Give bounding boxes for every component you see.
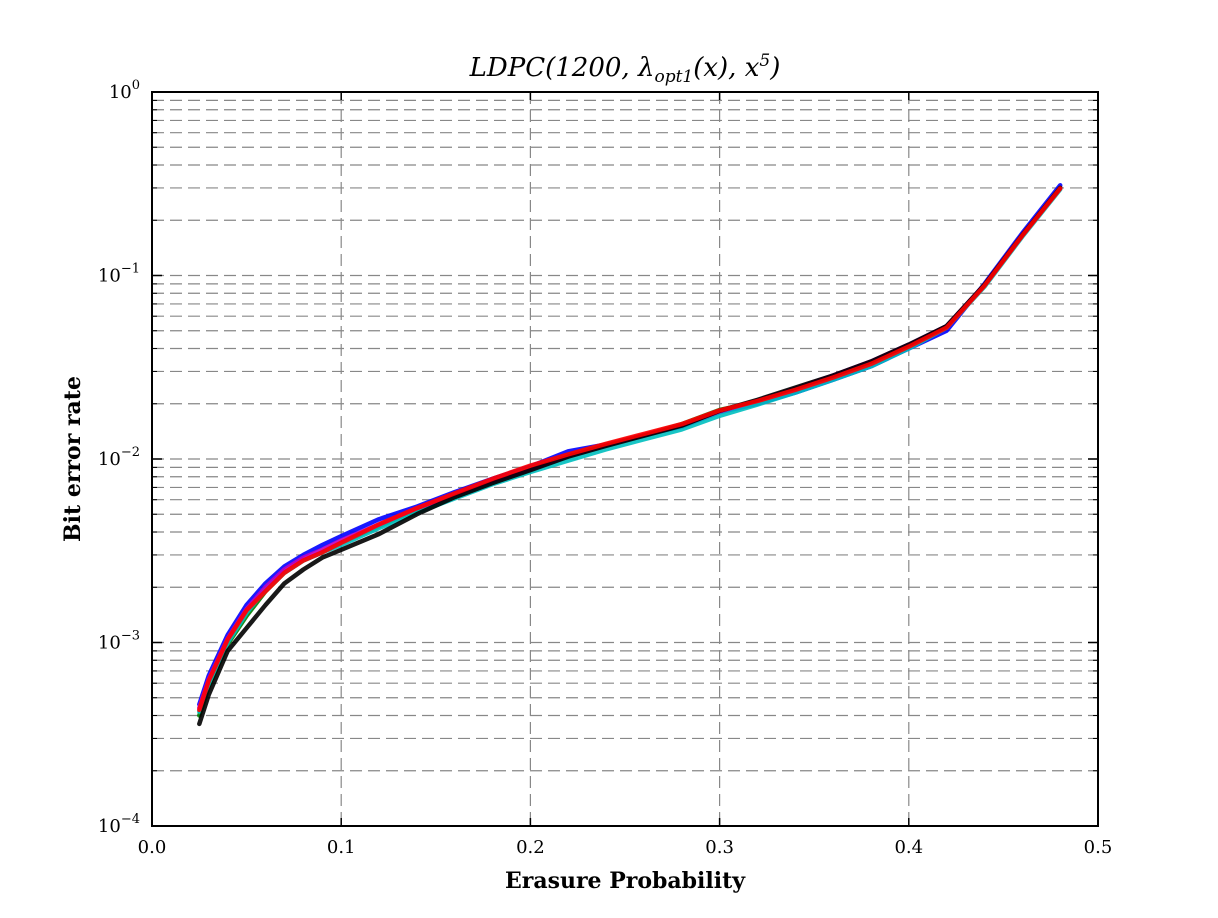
x-tick-label: 0.1 <box>327 837 356 858</box>
chart-title: LDPC(1200, λopt1(x), x5) <box>469 51 781 87</box>
series-line-6 <box>197 186 1063 713</box>
x-axis-label: Erasure Probability <box>505 868 746 894</box>
y-tick-label: 10−2 <box>98 445 140 470</box>
ticks <box>151 91 1099 827</box>
y-tick-label: 10−4 <box>98 812 140 837</box>
x-tick-label: 0.3 <box>705 837 734 858</box>
y-tick-label: 10−3 <box>98 629 140 654</box>
y-tick-label: 10−1 <box>98 262 140 287</box>
x-tick-label: 0.5 <box>1084 837 1113 858</box>
tick-labels: 0.0 0.1 0.2 0.3 0.4 0.5 10−4 10−3 10−2 10−1 100 <box>98 78 1112 858</box>
y-tick-label: 100 <box>109 78 140 103</box>
x-tick-label: 0.2 <box>516 837 545 858</box>
x-tick-label: 0.0 <box>138 837 167 858</box>
y-axis-label: Bit error rate <box>60 376 86 542</box>
series-layer <box>197 183 1063 727</box>
grid <box>152 92 1098 826</box>
x-tick-label: 0.4 <box>894 837 923 858</box>
